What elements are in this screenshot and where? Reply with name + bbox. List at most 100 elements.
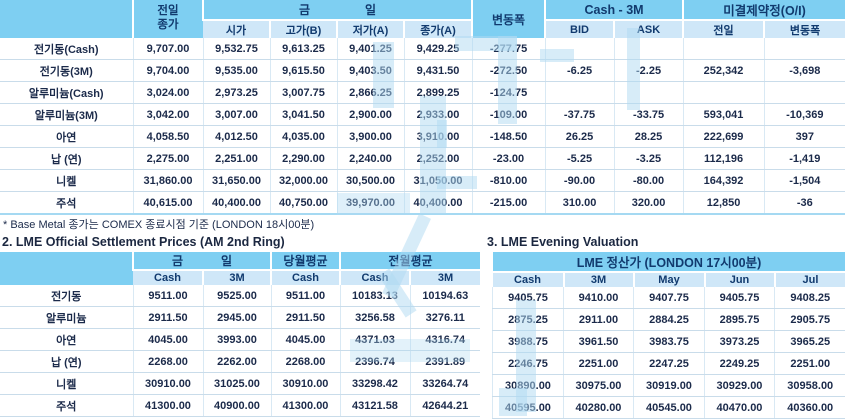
value-cell: 3,042.00 [132, 103, 203, 126]
row-label: 전기동 [0, 285, 133, 307]
value-cell: 3,041.50 [269, 103, 337, 126]
value-cell: -33.75 [613, 103, 684, 126]
row-label: 알루미늄(Cash) [0, 81, 133, 104]
table-row: 알루미늄(Cash) 3,024.00 2,973.25 3,007.75 2,866.… [0, 81, 845, 104]
value-cell: -124.75 [471, 81, 546, 104]
value-cell: -1,504 [763, 169, 845, 192]
value-cell: 4371.03 [339, 328, 410, 351]
value-cell: 30919.00 [633, 374, 705, 397]
value-cell: 2268.00 [132, 350, 203, 373]
value-cell: 40,615.00 [132, 191, 203, 215]
row-label: 니켈 [0, 372, 133, 395]
ask-header: ASK [613, 19, 684, 38]
value-cell: 252,342 [682, 59, 765, 82]
today-char-1: 금 [298, 3, 311, 17]
section2-title: 2. LME Official Settlement Prices (AM 2n… [2, 235, 285, 249]
value-cell: 2,252.00 [403, 147, 473, 170]
value-cell: 40900.00 [202, 394, 271, 417]
value-cell: 164,392 [682, 169, 765, 192]
value-cell: 9,613.25 [269, 38, 337, 60]
value-cell: -2.25 [613, 59, 684, 82]
cash-header: Cash [492, 271, 564, 287]
value-cell: 9,615.50 [269, 59, 337, 82]
oi-change-header: 변동폭 [763, 19, 845, 38]
table-row: 2875.25 2911.00 2884.25 2895.75 2905.75 [492, 308, 845, 331]
value-cell: 33298.42 [339, 372, 410, 395]
table-row: 전기동 9511.00 9525.00 9511.00 10183.13 10194.63 [0, 285, 481, 307]
value-cell: 2396.74 [339, 350, 410, 373]
table-row: 니켈 31,860.00 31,650.00 32,000.00 30,500.00 31… [0, 169, 845, 192]
value-cell: -36 [763, 191, 845, 215]
close-header: 종가(A) [402, 19, 473, 38]
value-cell: 3,007.75 [269, 81, 337, 104]
value-cell: 30890.00 [492, 374, 564, 397]
row-label: 전기동(Cash) [0, 38, 133, 60]
value-cell: 3256.58 [339, 306, 410, 329]
table-row: 주석 40,615.00 40,400.00 40,750.00 39,970.00 40… [0, 191, 845, 215]
value-cell: 2,290.00 [269, 147, 337, 170]
today-char-2: 일 [365, 3, 377, 17]
value-cell: 3983.75 [633, 330, 705, 353]
row-label: 아연 [0, 328, 133, 351]
value-cell: 2247.25 [633, 352, 705, 375]
jun-header: Jun [703, 271, 775, 287]
value-cell: 222,699 [682, 125, 765, 148]
value-cell [613, 38, 684, 60]
value-cell: 3993.00 [202, 328, 271, 351]
bid-header: BID [544, 19, 615, 38]
metal-column-header [0, 252, 133, 285]
value-cell: 31,050.00 [403, 169, 473, 192]
value-cell: 3988.75 [492, 330, 564, 353]
value-cell: 40545.00 [633, 396, 705, 419]
value-cell: 9,403.50 [336, 59, 404, 82]
value-cell: 40595.00 [492, 396, 564, 419]
value-cell: 2,275.00 [132, 147, 203, 170]
value-cell: 4316.74 [409, 328, 481, 351]
settlement-price-table: 금 일 당월평균 전월평균 Cash 3M Cash Cash 3M 전기동 95… [0, 252, 481, 417]
low-header: 저가(A) [336, 19, 404, 38]
row-label: 알루미늄 [0, 306, 133, 329]
value-cell: 26.25 [544, 125, 615, 148]
table-row: 전기동(3M) 9,704.00 9,535.00 9,615.50 9,403.50 9… [0, 59, 845, 82]
value-cell: 9,707.00 [132, 38, 203, 60]
jul-header: Jul [773, 271, 845, 287]
value-cell: 30958.00 [774, 374, 845, 397]
value-cell: 9,535.00 [202, 59, 270, 82]
value-cell: 9525.00 [202, 285, 271, 307]
value-cell: 9,401.25 [336, 38, 404, 60]
table-row: 납 (연) 2,275.00 2,251.00 2,290.00 2,240.00 2,2… [0, 147, 845, 170]
value-cell: 2262.00 [202, 350, 271, 373]
value-cell [544, 38, 615, 60]
value-cell: -277.75 [471, 38, 546, 60]
value-cell: 9405.75 [704, 287, 775, 309]
value-cell: -148.50 [471, 125, 546, 148]
row-label: 니켈 [0, 169, 133, 192]
value-cell: 397 [763, 125, 845, 148]
table-row: 40595.00 40280.00 40545.00 40470.00 40360.00 [492, 396, 845, 419]
value-cell: 9511.00 [270, 285, 340, 307]
value-cell: 30910.00 [270, 372, 340, 395]
value-cell: -37.75 [544, 103, 615, 126]
value-cell: 3276.11 [409, 306, 481, 329]
value-cell: 4045.00 [270, 328, 340, 351]
prev-cash-header: Cash [339, 269, 410, 285]
value-cell: 2911.50 [132, 306, 203, 329]
cash-header: Cash [133, 269, 203, 285]
value-cell [763, 38, 845, 60]
value-cell: 2,973.25 [202, 81, 270, 104]
value-cell: 2,899.25 [403, 81, 473, 104]
3m-header: 3M [202, 269, 271, 285]
value-cell: -1,419 [763, 147, 845, 170]
value-cell: 32,000.00 [269, 169, 337, 192]
value-cell: 40,400.00 [403, 191, 473, 215]
table-row: 3988.75 3961.50 3983.75 3973.25 3965.25 [492, 330, 845, 353]
row-label: 납 (연) [0, 350, 133, 373]
table-row: 알루미늄(3M) 3,042.00 3,007.00 3,041.50 2,900.00… [0, 103, 845, 126]
value-cell: 9511.00 [132, 285, 203, 307]
value-cell: 9,429.25 [403, 38, 473, 60]
value-cell: 9410.00 [563, 287, 634, 309]
value-cell: 41300.00 [270, 394, 340, 417]
value-cell: 2945.00 [202, 306, 271, 329]
value-cell: 2,900.00 [336, 103, 404, 126]
value-cell: 4,012.50 [202, 125, 270, 148]
